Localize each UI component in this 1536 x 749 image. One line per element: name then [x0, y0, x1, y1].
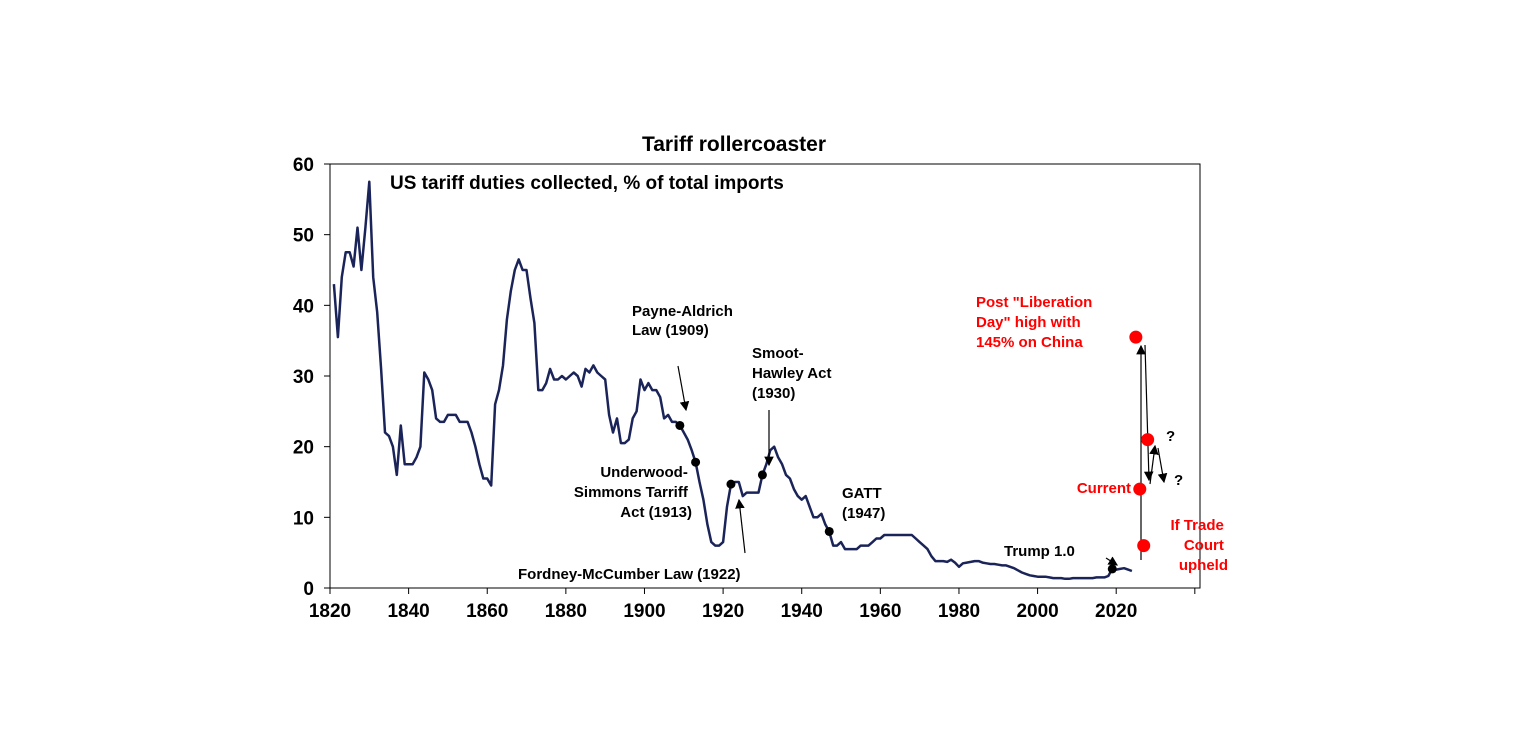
annotation-gatt: GATT (1947): [842, 485, 886, 522]
y-tick-label: 10: [293, 508, 314, 529]
x-tick-label: 1940: [781, 601, 823, 622]
annotation-question-mark-upper: ?: [1166, 428, 1175, 445]
event-marker: [726, 479, 736, 489]
scenario-marker: [1133, 482, 1147, 496]
event-markers: [675, 330, 1155, 574]
annotation-trade-court: If Trade Court upheld: [1170, 517, 1228, 574]
x-tick-label: 2000: [1016, 601, 1058, 622]
annotation-current: Current: [1077, 480, 1131, 497]
arrow-current-up: [1149, 444, 1159, 485]
x-tick-label: 2020: [1095, 601, 1137, 622]
y-tick-label: 20: [293, 438, 314, 459]
scenario-marker: [1129, 330, 1143, 344]
arrow-up-right: [1157, 447, 1168, 484]
event-marker: [1107, 564, 1117, 574]
annotation-payne-aldrich: Payne-Aldrich Law (1909): [632, 303, 737, 339]
series-line-tariff-duties: [332, 180, 1133, 581]
x-tick-label: 1860: [466, 601, 508, 622]
annotation-underwood: Underwood- Simmons Tarriff Act (1913): [574, 464, 692, 521]
annotation-smoot: Smoot- Hawley Act (1930): [752, 345, 836, 402]
y-tick-label: 30: [293, 367, 314, 388]
x-tick-label: 1900: [623, 601, 665, 622]
annotation-fordney: Fordney-McCumber Law (1922): [518, 566, 741, 583]
annotation-question-mark-lower: ?: [1174, 472, 1183, 489]
x-tick-label: 1960: [859, 601, 901, 622]
y-tick-label: 60: [293, 155, 314, 176]
x-tick-label: 1820: [309, 601, 351, 622]
scenario-marker: [1141, 433, 1155, 447]
chart-subtitle: US tariff duties collected, % of total i…: [390, 173, 784, 194]
event-marker: [675, 420, 685, 430]
event-marker: [824, 526, 834, 536]
annotation-trump: Trump 1.0: [1004, 543, 1075, 560]
chart-title: Tariff rollercoaster: [642, 133, 826, 156]
y-tick-label: 0: [303, 579, 314, 600]
annotation-arrows: [677, 344, 1168, 566]
y-tick-label: 40: [293, 296, 314, 317]
arrow-fordney: [735, 498, 746, 554]
arrow-payne-aldrich: [677, 365, 690, 412]
annotation-liberation-day: Post "Liberation Day" high with 145% on …: [976, 294, 1096, 351]
arrow-to-current: [1143, 344, 1154, 482]
scenario-marker: [1137, 539, 1151, 553]
x-axis: 1820 1840 1860 1880 1900 1920 1940 1960 1980 2000…: [309, 588, 1196, 622]
x-tick-label: 1840: [387, 601, 429, 622]
event-marker: [691, 457, 701, 467]
arrow-trump: [1105, 556, 1119, 566]
x-tick-label: 1880: [545, 601, 587, 622]
y-axis: 0 10 20 30 40 50 60: [293, 155, 330, 600]
y-tick-label: 50: [293, 226, 314, 247]
x-tick-label: 1920: [702, 601, 744, 622]
event-marker: [757, 470, 767, 480]
x-tick-label: 1980: [938, 601, 980, 622]
